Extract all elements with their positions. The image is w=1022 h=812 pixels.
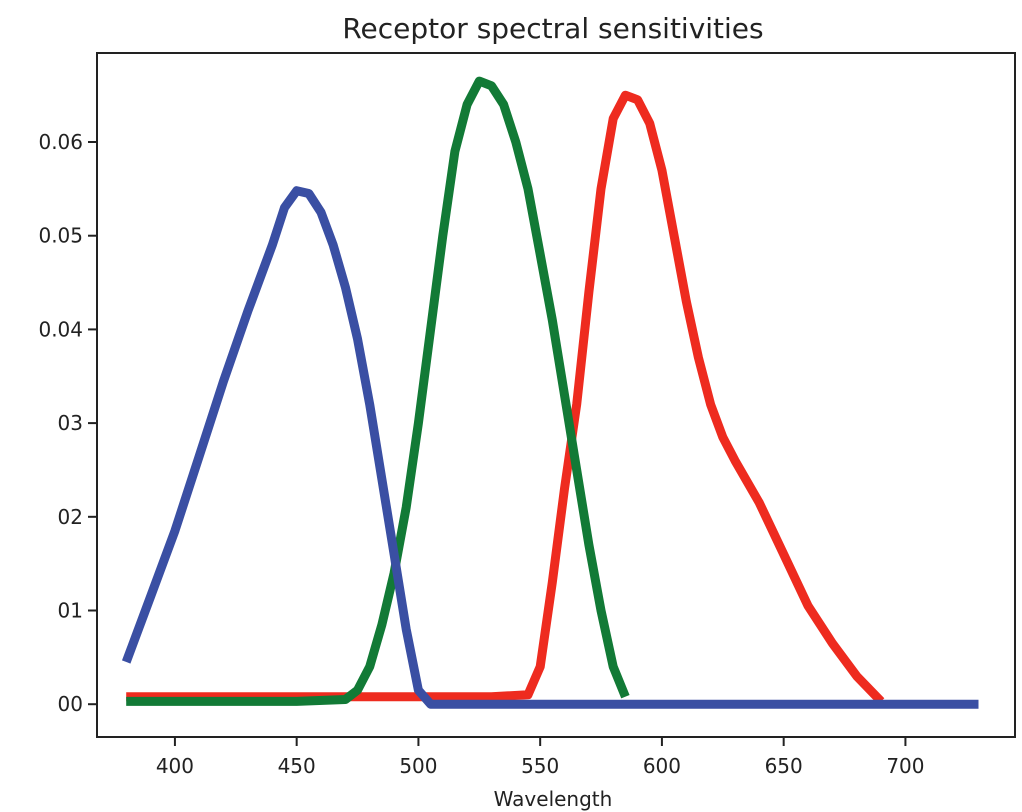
x-tick-label-7: 700 <box>886 754 924 778</box>
chart-title: Receptor spectral sensitivities <box>342 12 763 45</box>
y-tick-label-4: 03 <box>58 411 83 435</box>
y-axis: 00 01 02 03 0.04 0.05 0.06 <box>38 130 97 716</box>
x-tick-label-2: 450 <box>278 754 316 778</box>
y-tick-label-3: 02 <box>58 505 83 529</box>
series-lines <box>121 76 979 709</box>
y-tick-label-1: 00 <box>58 692 83 716</box>
series-line-1 <box>126 90 885 705</box>
series-line-3 <box>121 186 979 709</box>
x-axis: 400 450 500 550 600 650 700 <box>156 737 925 778</box>
x-tick-label-6: 650 <box>765 754 803 778</box>
y-tick-label-5: 0.04 <box>38 317 83 341</box>
y-tick-label-2: 01 <box>58 599 83 623</box>
y-tick-label-6: 0.05 <box>38 224 83 248</box>
y-tick-label-7: 0.06 <box>38 130 83 154</box>
x-tick-label-1: 400 <box>156 754 194 778</box>
series-line-2 <box>126 76 630 706</box>
x-axis-label: Wavelength <box>494 787 613 811</box>
x-tick-label-3: 500 <box>399 754 437 778</box>
x-tick-label-4: 550 <box>521 754 559 778</box>
x-tick-label-5: 600 <box>643 754 681 778</box>
plot-frame <box>96 52 1016 738</box>
